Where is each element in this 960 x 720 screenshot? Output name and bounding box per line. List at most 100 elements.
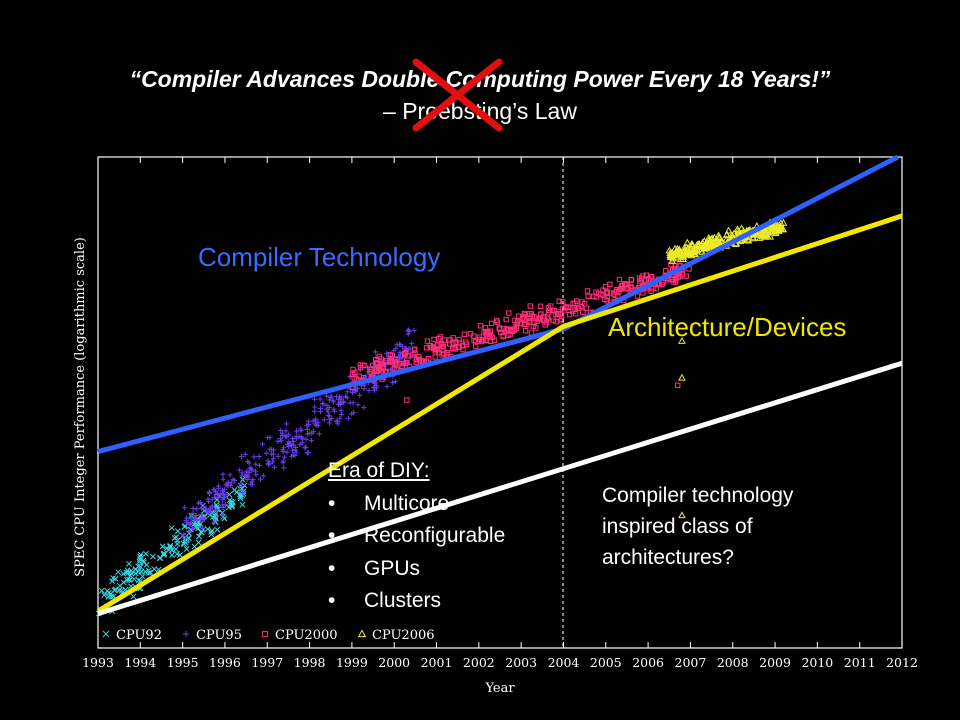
legend-marker-cpu2006 — [357, 629, 367, 638]
data-point — [486, 333, 492, 339]
data-point — [303, 444, 309, 450]
data-point — [256, 453, 262, 460]
data-point — [504, 326, 510, 332]
series-cpu95 — [180, 327, 417, 545]
data-point — [604, 289, 610, 295]
data-point — [311, 396, 318, 402]
data-point — [261, 473, 267, 479]
data-point — [277, 435, 284, 442]
data-point — [553, 318, 559, 325]
data-point — [137, 551, 144, 558]
data-point — [471, 337, 477, 344]
data-point — [194, 517, 200, 523]
data-point — [410, 351, 416, 358]
data-point — [638, 275, 645, 282]
legend-marker-cpu2000 — [261, 630, 269, 638]
data-point — [215, 483, 222, 489]
data-point — [493, 317, 500, 324]
x-tick-label: 2000 — [378, 655, 410, 670]
data-point — [675, 382, 681, 389]
data-point — [449, 346, 456, 352]
data-point — [174, 528, 181, 535]
x-tick-label: 2003 — [505, 655, 537, 670]
data-point — [372, 387, 378, 393]
data-point — [188, 516, 194, 522]
data-point — [361, 405, 367, 411]
x-tick-label: 1995 — [167, 655, 199, 670]
data-point — [373, 368, 379, 375]
data-point — [275, 453, 281, 459]
data-point — [252, 468, 258, 474]
data-point — [182, 505, 188, 511]
data-point — [531, 319, 537, 326]
data-point — [580, 309, 586, 315]
data-point — [700, 237, 709, 244]
data-point — [199, 525, 205, 531]
data-point — [209, 496, 215, 502]
data-point — [602, 296, 608, 303]
data-point — [203, 507, 210, 513]
data-point — [180, 531, 186, 538]
data-point — [542, 322, 548, 328]
data-point — [611, 291, 617, 297]
data-point — [715, 238, 724, 246]
data-point — [271, 464, 277, 470]
data-point — [265, 458, 271, 464]
data-point — [328, 394, 334, 401]
data-point — [120, 579, 127, 586]
data-point — [271, 456, 277, 462]
x-tick-label: 1998 — [294, 655, 326, 670]
data-point — [489, 334, 496, 340]
data-point — [431, 345, 437, 352]
data-point — [389, 380, 396, 386]
data-point — [434, 346, 440, 352]
data-point — [220, 489, 226, 495]
data-point — [400, 360, 406, 367]
list-item: • Clusters — [328, 589, 442, 612]
data-point — [572, 306, 578, 312]
data-point — [302, 445, 308, 451]
data-point — [253, 472, 259, 478]
data-point — [287, 440, 293, 447]
data-point — [181, 541, 187, 548]
data-point — [702, 240, 711, 248]
data-point — [160, 551, 167, 558]
data-point — [326, 413, 332, 419]
data-point — [314, 422, 320, 428]
data-point — [545, 304, 552, 311]
data-point — [172, 546, 179, 553]
data-point — [403, 360, 409, 366]
era-item-gpus: GPUs — [364, 556, 421, 580]
data-point — [195, 539, 202, 546]
data-point — [280, 460, 286, 466]
data-point — [325, 409, 331, 415]
data-point — [238, 454, 245, 460]
data-point — [643, 272, 649, 278]
data-point — [669, 251, 678, 259]
data-point — [779, 218, 788, 226]
data-point — [349, 389, 356, 396]
x-tick-label: 2011 — [844, 655, 876, 670]
data-point — [347, 400, 353, 406]
data-point — [137, 553, 144, 560]
data-point — [679, 252, 688, 260]
legend-marker-cpu92 — [102, 630, 110, 638]
data-point — [418, 358, 424, 364]
data-point — [228, 480, 234, 486]
data-point — [308, 438, 314, 444]
data-point — [456, 336, 462, 343]
data-point — [124, 577, 131, 583]
data-point — [584, 288, 591, 294]
x-tick-label: 1999 — [336, 655, 368, 670]
data-point — [226, 497, 233, 504]
data-point — [526, 311, 533, 317]
data-point — [404, 397, 410, 403]
data-point — [177, 552, 183, 559]
data-point — [225, 504, 232, 511]
data-point — [220, 471, 226, 477]
data-point — [293, 428, 300, 434]
data-point — [388, 358, 394, 365]
data-point — [213, 489, 219, 495]
data-point — [209, 504, 216, 510]
data-point — [304, 431, 311, 437]
